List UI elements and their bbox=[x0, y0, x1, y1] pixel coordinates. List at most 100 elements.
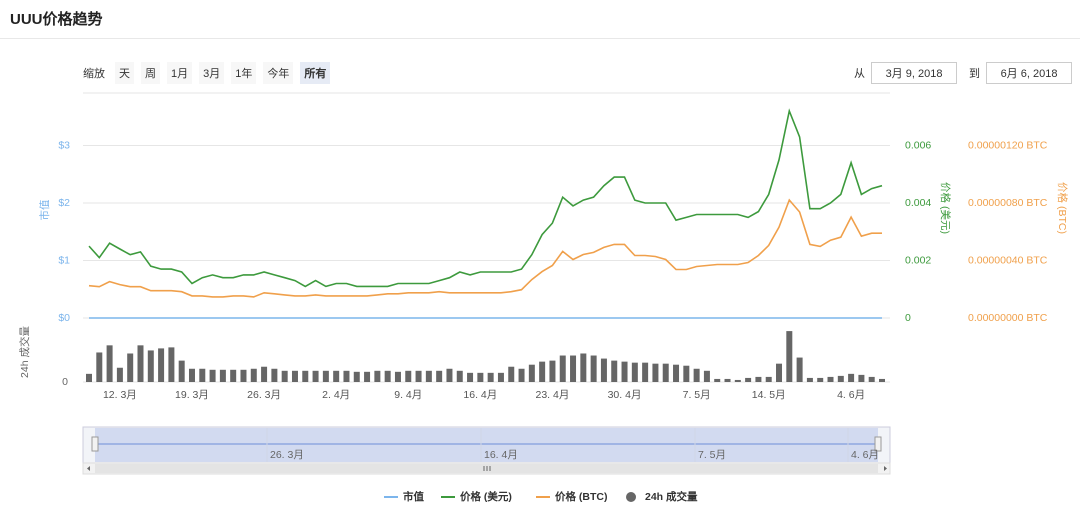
y-axis-title: 市值 bbox=[38, 199, 51, 220]
x-tick-label: 9. 4月 bbox=[394, 389, 422, 401]
to-input[interactable]: 6月 6, 2018 bbox=[986, 62, 1072, 84]
volume-bar bbox=[415, 370, 422, 382]
volume-bar bbox=[631, 362, 638, 382]
date-range: 从 3月 9, 2018 到 6月 6, 2018 bbox=[854, 62, 1072, 84]
legend-label: 价格 (美元) bbox=[460, 490, 512, 503]
volume-bar bbox=[281, 370, 288, 382]
navigator-handle[interactable] bbox=[874, 436, 882, 452]
volume-bar bbox=[580, 353, 587, 382]
volume-bar bbox=[673, 364, 680, 382]
volume-bar bbox=[518, 368, 525, 382]
volume-bar bbox=[745, 377, 752, 382]
volume-bar bbox=[508, 366, 515, 382]
volume-bar bbox=[209, 369, 216, 382]
series-line bbox=[88, 108, 883, 288]
volume-bar bbox=[384, 370, 391, 382]
x-tick-label: 2. 4月 bbox=[322, 389, 350, 401]
zoom-button[interactable]: 所有 bbox=[300, 62, 331, 84]
volume-bar bbox=[765, 376, 772, 382]
y2-axis-title: 价格 (美元) bbox=[939, 182, 952, 234]
volume-tick-label: 0 bbox=[62, 376, 68, 388]
zoom-button[interactable]: 1月 bbox=[167, 62, 193, 84]
y3-tick-label: 0.00000080 BTC bbox=[968, 197, 1048, 209]
volume-bar bbox=[446, 368, 453, 382]
volume-bar bbox=[137, 345, 144, 382]
y-tick-label: $0 bbox=[58, 312, 70, 324]
volume-bar bbox=[817, 377, 824, 382]
volume-bar bbox=[127, 353, 134, 382]
zoom-button[interactable]: 周 bbox=[141, 62, 160, 84]
volume-bar bbox=[168, 347, 175, 382]
volume-bar bbox=[662, 363, 669, 382]
volume-bar bbox=[487, 372, 494, 382]
separator bbox=[0, 38, 1080, 39]
x-tick-label: 19. 3月 bbox=[175, 389, 209, 401]
from-label: 从 bbox=[854, 68, 865, 80]
navigator-label: 26. 3月 bbox=[270, 449, 304, 461]
volume-bar bbox=[652, 363, 659, 382]
zoom-button[interactable]: 1年 bbox=[231, 62, 257, 84]
scroll-left[interactable] bbox=[87, 466, 90, 471]
from-input[interactable]: 3月 9, 2018 bbox=[871, 62, 957, 84]
volume-bar bbox=[642, 362, 649, 382]
volume-bar bbox=[343, 370, 350, 382]
x-tick-label: 12. 3月 bbox=[103, 389, 137, 401]
volume-bar bbox=[116, 367, 123, 382]
legend-label: 24h 成交量 bbox=[645, 490, 698, 503]
volume-bar bbox=[158, 348, 165, 382]
volume-bar bbox=[879, 378, 885, 382]
volume-bar bbox=[322, 370, 329, 382]
navigator-selection[interactable] bbox=[95, 428, 878, 462]
volume-bar bbox=[394, 371, 401, 382]
volume-bar bbox=[456, 370, 463, 382]
volume-bar bbox=[611, 360, 618, 382]
volume-bar bbox=[734, 379, 741, 382]
page-title: UUU价格趋势 bbox=[10, 11, 103, 28]
navigator-label: 4. 6月 bbox=[851, 449, 879, 461]
volume-axis-title: 24h 成交量 bbox=[18, 326, 31, 378]
y2-tick-label: 0.006 bbox=[905, 139, 931, 151]
y-tick-label: $2 bbox=[58, 197, 70, 209]
volume-bar bbox=[796, 357, 803, 382]
volume-bar bbox=[549, 360, 556, 382]
volume-bar bbox=[405, 370, 412, 382]
scroll-right[interactable] bbox=[884, 466, 887, 471]
zoom-button[interactable]: 3月 bbox=[199, 62, 225, 84]
volume-bar bbox=[570, 355, 577, 382]
volume-bar bbox=[837, 375, 844, 382]
zoom-button[interactable]: 天 bbox=[115, 62, 134, 84]
navigator-handle[interactable] bbox=[91, 436, 99, 452]
volume-bar bbox=[539, 361, 546, 382]
volume-bar bbox=[786, 331, 793, 382]
y2-tick-label: 0.004 bbox=[905, 197, 931, 209]
volume-bar bbox=[312, 370, 319, 382]
volume-bar bbox=[96, 352, 103, 382]
y3-tick-label: 0.00000120 BTC bbox=[968, 139, 1048, 151]
volume-bar bbox=[250, 368, 257, 382]
volume-bar bbox=[827, 376, 834, 382]
y-tick-label: $1 bbox=[58, 254, 70, 266]
volume-bar bbox=[848, 373, 855, 382]
x-tick-label: 26. 3月 bbox=[247, 389, 281, 401]
volume-bar bbox=[261, 366, 268, 382]
zoom-button[interactable]: 今年 bbox=[263, 62, 294, 84]
volume-bar bbox=[374, 370, 381, 382]
y2-tick-label: 0 bbox=[905, 312, 911, 324]
x-tick-label: 16. 4月 bbox=[463, 389, 497, 401]
volume-bar bbox=[559, 355, 566, 382]
volume-bar bbox=[497, 372, 504, 382]
volume-bar bbox=[528, 364, 535, 382]
volume-bar bbox=[477, 372, 484, 382]
volume-bar bbox=[724, 378, 731, 382]
to-label: 到 bbox=[969, 68, 980, 80]
x-tick-label: 14. 5月 bbox=[752, 389, 786, 401]
volume-bar bbox=[600, 358, 607, 382]
navigator-label: 7. 5月 bbox=[698, 449, 726, 461]
volume-bar bbox=[364, 371, 371, 382]
zoom-label: 缩放 bbox=[83, 68, 105, 80]
y2-tick-label: 0.002 bbox=[905, 254, 931, 266]
y3-tick-label: 0.00000040 BTC bbox=[968, 254, 1048, 266]
volume-bar bbox=[291, 370, 298, 382]
volume-bar bbox=[106, 345, 113, 382]
